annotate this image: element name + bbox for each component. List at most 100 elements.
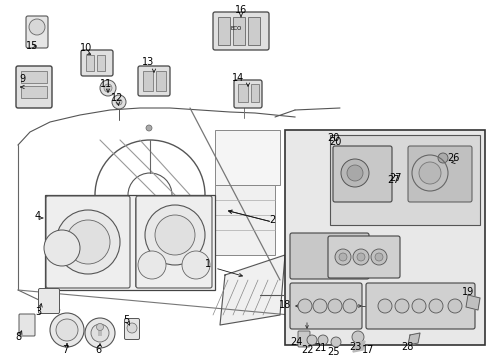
- Bar: [250, 84, 259, 102]
- Bar: [247, 17, 260, 45]
- Text: 9: 9: [19, 74, 25, 84]
- Circle shape: [342, 299, 356, 313]
- Bar: [329, 135, 479, 225]
- FancyBboxPatch shape: [297, 331, 309, 347]
- Text: 10: 10: [80, 43, 92, 53]
- FancyBboxPatch shape: [19, 314, 35, 336]
- Text: 23: 23: [348, 342, 361, 352]
- Circle shape: [338, 253, 346, 261]
- FancyBboxPatch shape: [46, 196, 130, 288]
- Circle shape: [437, 153, 447, 163]
- Circle shape: [146, 125, 152, 131]
- Circle shape: [96, 324, 103, 330]
- Bar: [285, 130, 484, 345]
- Bar: [305, 140, 359, 185]
- Circle shape: [44, 230, 80, 266]
- Text: 22: 22: [301, 345, 314, 355]
- Bar: [86, 55, 94, 71]
- Text: 7: 7: [62, 345, 68, 355]
- FancyBboxPatch shape: [365, 283, 474, 329]
- Circle shape: [317, 335, 327, 345]
- Circle shape: [374, 253, 382, 261]
- Circle shape: [127, 323, 137, 333]
- Text: 27: 27: [386, 175, 398, 185]
- Circle shape: [104, 84, 112, 92]
- Circle shape: [306, 335, 316, 345]
- Text: 4: 4: [35, 211, 41, 221]
- Circle shape: [56, 319, 78, 341]
- Circle shape: [351, 331, 363, 343]
- Text: 25: 25: [326, 347, 339, 357]
- Circle shape: [66, 220, 110, 264]
- Circle shape: [100, 80, 116, 96]
- Text: 28: 28: [400, 342, 412, 352]
- Circle shape: [340, 159, 368, 187]
- Circle shape: [145, 205, 204, 265]
- Circle shape: [56, 210, 120, 274]
- Polygon shape: [465, 295, 479, 310]
- Circle shape: [155, 215, 195, 255]
- Circle shape: [352, 249, 368, 265]
- Bar: [215, 185, 274, 255]
- Text: 12: 12: [111, 93, 123, 103]
- Text: 24: 24: [289, 337, 302, 347]
- Circle shape: [428, 299, 442, 313]
- Text: 18: 18: [278, 300, 290, 310]
- Bar: [97, 55, 105, 71]
- Text: 20: 20: [328, 137, 341, 147]
- Circle shape: [377, 299, 391, 313]
- Bar: [238, 84, 247, 102]
- Text: 6: 6: [95, 345, 101, 355]
- Text: 2: 2: [268, 215, 275, 225]
- Bar: [98, 328, 102, 336]
- Text: 27: 27: [388, 173, 401, 183]
- Text: 17: 17: [361, 345, 373, 355]
- Circle shape: [112, 95, 126, 109]
- FancyBboxPatch shape: [138, 66, 170, 96]
- Text: 11: 11: [100, 79, 112, 89]
- Circle shape: [312, 299, 326, 313]
- Circle shape: [327, 299, 341, 313]
- Circle shape: [330, 337, 340, 347]
- FancyBboxPatch shape: [81, 50, 113, 76]
- Text: 13: 13: [142, 57, 154, 67]
- FancyBboxPatch shape: [407, 146, 471, 202]
- Text: 21: 21: [313, 343, 325, 353]
- Bar: [156, 71, 165, 91]
- Text: 5: 5: [122, 315, 129, 325]
- FancyBboxPatch shape: [39, 288, 60, 314]
- FancyBboxPatch shape: [124, 319, 139, 339]
- FancyBboxPatch shape: [213, 12, 268, 50]
- Text: 15: 15: [26, 41, 38, 51]
- Text: 16: 16: [234, 5, 246, 15]
- Circle shape: [356, 253, 364, 261]
- Text: 8: 8: [15, 332, 21, 342]
- Circle shape: [346, 165, 362, 181]
- FancyBboxPatch shape: [234, 80, 262, 108]
- Polygon shape: [407, 333, 419, 345]
- Bar: [218, 17, 229, 45]
- Bar: [215, 130, 280, 185]
- FancyBboxPatch shape: [289, 233, 368, 279]
- Circle shape: [29, 19, 45, 35]
- Circle shape: [394, 299, 408, 313]
- Bar: [21, 86, 47, 98]
- Text: ECO: ECO: [230, 26, 241, 31]
- Circle shape: [116, 99, 122, 105]
- Text: 14: 14: [231, 73, 244, 83]
- Circle shape: [297, 299, 311, 313]
- Circle shape: [418, 162, 440, 184]
- Bar: [142, 71, 153, 91]
- Polygon shape: [352, 341, 364, 352]
- Text: 19: 19: [461, 287, 473, 297]
- Bar: [21, 71, 47, 83]
- Circle shape: [138, 251, 165, 279]
- Text: 3: 3: [35, 307, 41, 317]
- Circle shape: [370, 249, 386, 265]
- Bar: [45, 195, 215, 290]
- Circle shape: [50, 313, 84, 347]
- FancyBboxPatch shape: [327, 236, 399, 278]
- Text: 20: 20: [326, 133, 339, 143]
- Bar: [232, 17, 244, 45]
- Polygon shape: [220, 255, 285, 325]
